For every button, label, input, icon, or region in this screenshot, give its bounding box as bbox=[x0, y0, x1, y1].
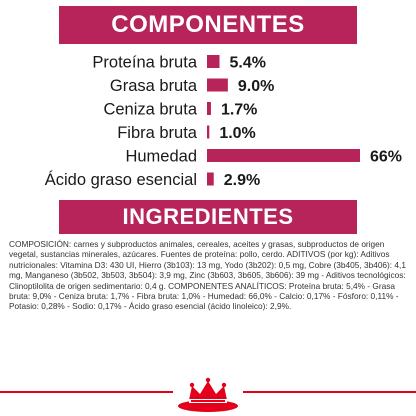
bar bbox=[207, 102, 211, 115]
bar bbox=[207, 149, 360, 162]
category-label: Grasa bruta bbox=[110, 77, 198, 95]
footer-line-left bbox=[0, 391, 173, 393]
value-label: 1.7% bbox=[221, 102, 257, 119]
value-label: 2.9% bbox=[224, 172, 260, 189]
category-label: Fibra bruta bbox=[117, 124, 198, 142]
value-label: 1.0% bbox=[219, 125, 255, 142]
analytical-components-chart: Proteína bruta 5.4% Grasa bruta 9.0% Ceniza … bbox=[45, 54, 402, 190]
footer-line-right bbox=[243, 391, 416, 393]
value-label: 5.4% bbox=[230, 55, 266, 72]
bar bbox=[207, 172, 214, 186]
bar bbox=[207, 55, 220, 68]
category-label: Ácido graso esencial bbox=[45, 170, 197, 189]
royal-canin-crown-icon bbox=[178, 377, 238, 412]
category-label: Ceniza bruta bbox=[103, 101, 197, 119]
value-label: 66% bbox=[370, 149, 402, 166]
composition-text: COMPOSICIÓN: carnes y subproductos anima… bbox=[9, 239, 406, 312]
bar bbox=[207, 125, 210, 139]
bar bbox=[207, 78, 228, 92]
category-label: Humedad bbox=[125, 148, 197, 166]
ingredients-title: INGREDIENTES bbox=[59, 200, 357, 234]
category-label: Proteína bruta bbox=[92, 54, 197, 72]
value-label: 9.0% bbox=[238, 78, 274, 95]
components-title: COMPONENTES ANALÍTICOS bbox=[59, 6, 357, 76]
